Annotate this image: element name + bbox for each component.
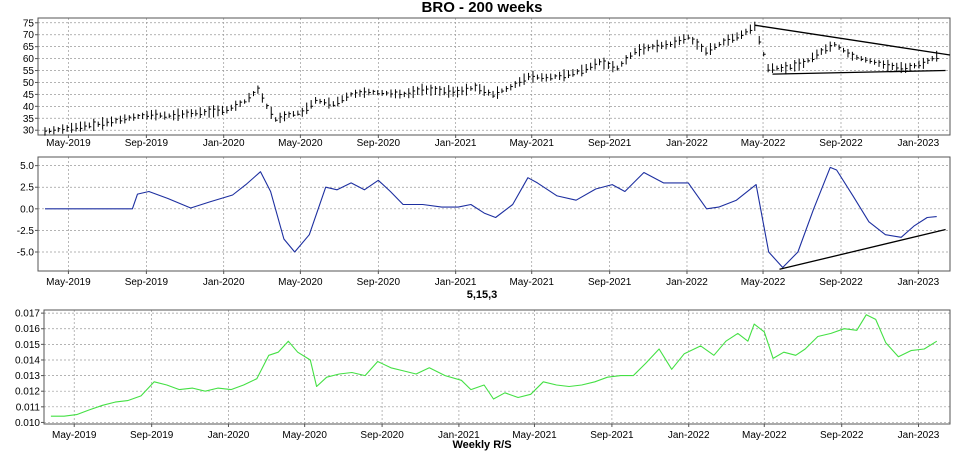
y-tick-label: 50 — [23, 78, 35, 89]
x-tick-label: Sep-2021 — [588, 277, 632, 288]
y-tick-label: 45 — [23, 90, 35, 101]
x-tick-label: Sep-2022 — [819, 277, 863, 288]
x-tick-label: May-2020 — [278, 138, 323, 149]
y-tick-label: 0.015 — [15, 340, 40, 351]
x-tick-label: May-2019 — [52, 430, 97, 441]
y-tick-label: 60 — [23, 54, 35, 65]
trendline-upper — [754, 24, 951, 56]
y-tick-label: 0.013 — [15, 371, 40, 382]
y-tick-label: 70 — [23, 30, 35, 41]
x-tick-label: Sep-2020 — [360, 430, 404, 441]
x-tick-label: Jan-2021 — [435, 277, 477, 288]
y-tick-label: 65 — [23, 42, 35, 53]
y-tick-label: 5.0 — [20, 161, 34, 172]
relative-strength-panel: 0.010 0.011 0.012 0.013 0.014 0.015 0.016 0.017… — [15, 309, 951, 441]
chart-title: BRO - 200 weeks — [422, 0, 543, 16]
x-tick-label: Jan-2022 — [666, 138, 708, 149]
y-tick-label: 30 — [23, 126, 35, 137]
x-tick-label: Jan-2020 — [203, 138, 245, 149]
oscillator-line — [45, 166, 937, 269]
y-tick-label: 40 — [23, 102, 35, 113]
x-tick-label: May-2021 — [509, 277, 554, 288]
indicator-settings-label: 5,15,3 — [467, 289, 498, 301]
y-tick-label: 75 — [23, 18, 35, 29]
y-tick-label: 0.014 — [15, 355, 40, 366]
y-tick-label: 0.012 — [15, 387, 40, 398]
y-tick-label: 0.0 — [20, 204, 34, 215]
x-tick-label: Sep-2021 — [590, 430, 634, 441]
y-tick-label: 35 — [23, 114, 35, 125]
x-tick-label: Jan-2021 — [435, 138, 477, 149]
x-tick-label: Sep-2021 — [588, 138, 632, 149]
x-tick-label: May-2020 — [282, 430, 327, 441]
x-tick-label: Sep-2019 — [130, 430, 174, 441]
y-tick-label: 0.016 — [15, 324, 40, 335]
x-tick-label: May-2022 — [742, 430, 787, 441]
relative-strength-label: Weekly R/S — [452, 439, 511, 451]
x-tick-label: Jan-2023 — [898, 430, 940, 441]
x-tick-label: Jan-2020 — [208, 430, 250, 441]
x-tick-label: Jan-2020 — [203, 277, 245, 288]
x-tick-label: Sep-2022 — [820, 430, 864, 441]
x-tick-label: Jan-2023 — [897, 277, 939, 288]
x-tick-label: May-2022 — [741, 277, 786, 288]
x-tick-label: Sep-2020 — [357, 138, 401, 149]
x-tick-label: May-2021 — [512, 430, 557, 441]
y-tick-label: -2.5 — [17, 226, 35, 237]
x-tick-label: Sep-2019 — [125, 138, 169, 149]
price-bars — [44, 21, 939, 136]
oscillator-panel: -5.0 -2.5 0.0 2.5 5.0 May-2019 Sep-2019 Jan-202… — [17, 156, 951, 288]
x-tick-label: Jan-2022 — [668, 430, 710, 441]
y-tick-label: 55 — [23, 66, 35, 77]
trendline-lower — [772, 69, 946, 75]
relative-strength-line — [50, 314, 938, 417]
y-tick-label: -5.0 — [17, 248, 35, 259]
y-tick-label: 2.5 — [20, 183, 34, 194]
trendline — [779, 228, 946, 270]
x-tick-label: May-2019 — [46, 138, 91, 149]
plot-frame — [43, 309, 951, 425]
x-tick-label: Jan-2023 — [897, 138, 939, 149]
plot-frame — [37, 17, 951, 136]
y-tick-label: 0.010 — [15, 418, 40, 429]
x-tick-label: Sep-2020 — [357, 277, 401, 288]
x-tick-label: May-2022 — [741, 138, 786, 149]
x-tick-label: May-2021 — [509, 138, 554, 149]
x-tick-label: May-2019 — [46, 277, 91, 288]
x-tick-label: May-2020 — [278, 277, 323, 288]
x-tick-label: Jan-2022 — [666, 277, 708, 288]
x-tick-label: Jan-2021 — [438, 430, 480, 441]
x-tick-label: Sep-2022 — [819, 138, 863, 149]
y-tick-label: 0.011 — [16, 402, 41, 413]
x-tick-label: Sep-2019 — [125, 277, 169, 288]
y-tick-label: 0.017 — [15, 309, 40, 320]
plot-frame — [37, 156, 951, 272]
